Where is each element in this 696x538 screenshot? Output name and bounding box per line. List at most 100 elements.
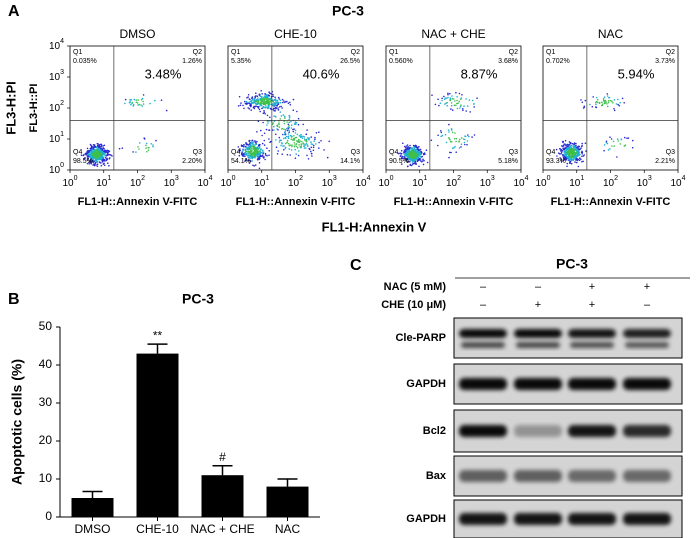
event-dot xyxy=(612,140,615,143)
event-dot xyxy=(453,104,456,107)
x-tick-label: 100 xyxy=(378,175,393,189)
x-tick-label: 102 xyxy=(130,175,145,189)
event-dot xyxy=(265,101,268,103)
x-tick-label: 100 xyxy=(220,175,235,189)
tick-exp: 4 xyxy=(367,175,371,182)
event-dot xyxy=(420,156,423,158)
event-dot xyxy=(136,102,139,104)
event-dot xyxy=(626,137,628,140)
event-dot xyxy=(285,100,287,103)
event-dot xyxy=(266,154,268,157)
event-dot xyxy=(260,148,262,151)
event-dot xyxy=(267,104,270,107)
event-dot xyxy=(426,161,429,164)
event-dot xyxy=(283,100,285,102)
event-dot xyxy=(287,142,290,145)
event-dot xyxy=(463,141,466,144)
event-dot xyxy=(568,151,571,154)
event-dot xyxy=(297,117,300,120)
event-dot xyxy=(405,145,408,147)
event-dot xyxy=(300,146,302,149)
event-dot xyxy=(404,153,406,155)
event-dot xyxy=(88,163,91,165)
event-dot xyxy=(256,155,259,158)
event-dot xyxy=(601,101,603,103)
event-dot xyxy=(245,153,248,155)
event-dot xyxy=(464,138,466,141)
event-dot xyxy=(405,152,407,154)
event-dot xyxy=(288,129,290,132)
event-dot xyxy=(107,162,109,164)
event-dot xyxy=(596,101,599,104)
event-dot xyxy=(571,158,574,161)
event-dot xyxy=(466,143,468,146)
event-dot xyxy=(273,107,276,110)
blot-band xyxy=(514,425,562,437)
event-dot xyxy=(414,161,417,163)
event-dot xyxy=(237,146,240,148)
event-dot xyxy=(279,139,281,142)
event-dot xyxy=(139,142,141,144)
event-dot xyxy=(137,146,139,148)
event-dot xyxy=(118,147,121,150)
tick-exp: 0 xyxy=(547,175,551,182)
event-dot xyxy=(258,150,261,152)
event-dot xyxy=(265,128,268,131)
event-dot xyxy=(254,164,257,166)
event-dot xyxy=(289,144,292,146)
event-dot xyxy=(567,153,570,155)
tick-exp: 4 xyxy=(525,175,529,182)
event-dot xyxy=(574,152,576,154)
event-dot xyxy=(277,109,280,111)
event-dot xyxy=(111,155,113,157)
event-dot xyxy=(293,135,295,137)
event-dot xyxy=(263,139,266,142)
event-dot xyxy=(605,101,607,103)
treatment-sign: + xyxy=(644,281,650,293)
tick-exp: 4 xyxy=(60,38,64,45)
x-tick-label: 100 xyxy=(535,175,550,189)
event-dot xyxy=(284,117,286,119)
event-dot xyxy=(572,154,574,157)
event-dot xyxy=(267,100,270,102)
event-dot xyxy=(102,151,104,154)
event-dot xyxy=(278,122,280,124)
event-dot xyxy=(295,121,298,124)
event-dot xyxy=(397,152,400,155)
event-dot xyxy=(130,103,132,106)
tick-exp: 3 xyxy=(648,175,652,182)
event-dot xyxy=(259,143,261,146)
event-dot xyxy=(305,143,308,145)
event-dot xyxy=(245,142,247,144)
event-dot xyxy=(425,149,428,151)
event-dot xyxy=(288,148,291,150)
event-dot xyxy=(583,154,585,156)
event-dot xyxy=(466,140,469,142)
event-dot xyxy=(269,101,272,103)
event-dot xyxy=(400,154,402,156)
event-dot xyxy=(454,145,456,148)
tick-base: 10 xyxy=(96,178,108,189)
error-bar xyxy=(277,478,298,487)
blot-label: Bcl2 xyxy=(423,425,446,437)
event-dot xyxy=(132,151,134,153)
event-dot xyxy=(298,144,300,146)
event-dot xyxy=(279,101,282,104)
event-dot xyxy=(257,120,260,123)
event-dot xyxy=(453,147,455,149)
event-dot xyxy=(155,139,157,142)
event-dot xyxy=(140,104,142,106)
event-dot xyxy=(466,105,469,107)
event-dot xyxy=(303,136,306,138)
event-dot xyxy=(412,144,415,147)
event-dot xyxy=(98,157,101,159)
event-dot xyxy=(280,139,282,141)
event-dot xyxy=(240,102,242,104)
event-dot xyxy=(88,150,91,152)
event-dot xyxy=(601,104,604,107)
event-dot xyxy=(299,135,302,138)
flow-plot: NAC + CHE Q1 0.560% Q2 3.68% Q3 5.18% Q4 90.5% 8.… xyxy=(378,27,528,208)
event-dot xyxy=(445,97,448,99)
event-dot xyxy=(411,161,414,163)
event-dot xyxy=(556,155,558,157)
